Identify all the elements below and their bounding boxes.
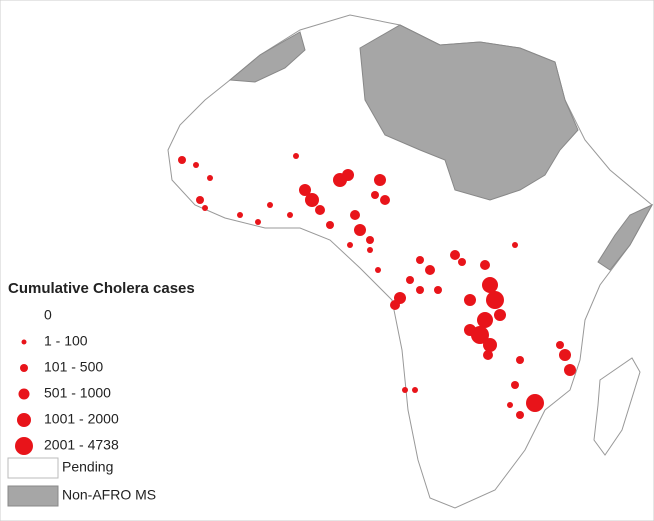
legend-label: 1001 - 2000 <box>44 411 119 427</box>
case-dot <box>464 294 476 306</box>
case-dot <box>494 309 506 321</box>
legend-label: 101 - 500 <box>44 359 103 375</box>
legend-symbol <box>20 364 28 372</box>
case-dot <box>375 267 381 273</box>
case-dot <box>516 411 524 419</box>
case-dot <box>202 205 208 211</box>
legend-symbol <box>18 388 30 400</box>
case-dot <box>367 247 373 253</box>
non-afro-somalia <box>597 203 654 271</box>
legend-title: Cumulative Cholera cases <box>8 280 195 297</box>
case-dot <box>267 202 273 208</box>
case-dot <box>486 291 504 309</box>
case-dot <box>412 387 418 393</box>
non-afro-swatch <box>7 485 59 507</box>
case-dot <box>305 193 319 207</box>
case-dot <box>416 256 424 264</box>
case-dot <box>354 224 366 236</box>
case-dot <box>564 364 576 376</box>
case-dot <box>402 387 408 393</box>
legend-symbol <box>15 437 33 455</box>
case-dot <box>390 300 400 310</box>
case-dot <box>458 258 466 266</box>
case-dot <box>559 349 571 361</box>
case-dot <box>315 205 325 215</box>
case-dot <box>507 402 513 408</box>
case-dot <box>556 341 564 349</box>
case-dot <box>326 221 334 229</box>
case-dot <box>196 196 204 204</box>
case-dot <box>371 191 379 199</box>
case-dot <box>511 381 519 389</box>
case-dot <box>434 286 442 294</box>
case-dot <box>374 174 386 186</box>
case-dot <box>464 324 476 336</box>
legend-label: 2001 - 4738 <box>44 437 119 453</box>
non-afro-north <box>359 24 579 201</box>
case-dots <box>178 153 576 419</box>
case-dot <box>380 195 390 205</box>
legend-label: 1 - 100 <box>44 333 88 349</box>
case-dot <box>482 277 498 293</box>
case-dot <box>207 175 213 181</box>
case-dot <box>299 184 311 196</box>
case-dot <box>512 242 518 248</box>
case-dot <box>425 265 435 275</box>
case-dot <box>366 236 374 244</box>
legend-label: 0 <box>44 307 52 323</box>
case-dot <box>293 153 299 159</box>
case-dot <box>416 286 424 294</box>
case-dot <box>255 219 261 225</box>
case-dot <box>406 276 414 284</box>
pending-swatch <box>7 457 59 479</box>
madagascar <box>593 357 641 456</box>
case-dot <box>178 156 186 164</box>
case-dot <box>350 210 360 220</box>
legend-symbol <box>21 339 27 345</box>
case-dot <box>342 169 354 181</box>
case-dot <box>480 260 490 270</box>
legend-symbol <box>17 413 31 427</box>
legend-label: Pending <box>62 459 113 475</box>
legend-label: Non-AFRO MS <box>62 487 156 503</box>
case-dot <box>477 312 493 328</box>
case-dot <box>516 356 524 364</box>
legend-label: 501 - 1000 <box>44 385 111 401</box>
case-dot <box>287 212 293 218</box>
legend: Cumulative Cholera cases Pending Non-AFR… <box>7 280 195 507</box>
case-dot <box>193 162 199 168</box>
case-dot <box>450 250 460 260</box>
case-dot <box>483 350 493 360</box>
case-dot <box>347 242 353 248</box>
case-dot <box>526 394 544 412</box>
case-dot <box>483 338 497 352</box>
non-afro-morocco <box>228 31 306 83</box>
case-dot <box>237 212 243 218</box>
